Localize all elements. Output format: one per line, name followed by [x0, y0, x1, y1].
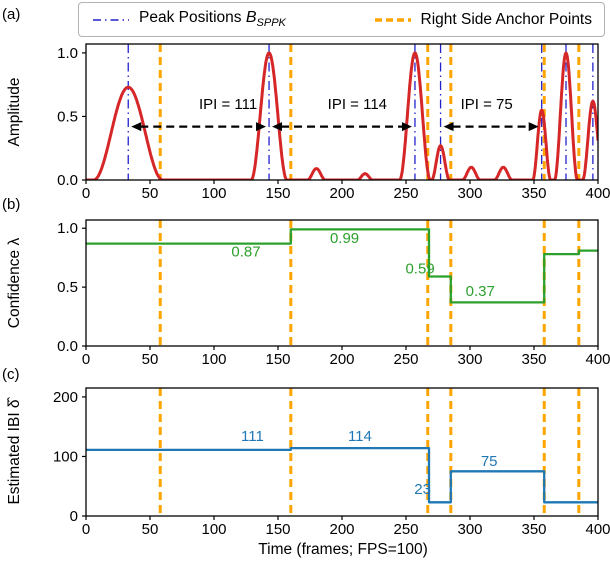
x-tick-label: 350 [521, 521, 546, 538]
series-green [86, 228, 598, 304]
arrowhead-right-icon [528, 122, 539, 132]
panel-b [86, 220, 598, 346]
x-tick-label: 0 [82, 351, 90, 368]
y-tick-label: 1.0 [57, 45, 78, 62]
x-tick-label: 150 [265, 521, 290, 538]
ylabel-estimated-ibi: Estimated IBI δ̂ [6, 399, 23, 505]
x-tick-label: 250 [393, 351, 418, 368]
arrowhead-left-icon [272, 122, 283, 132]
ipi-label: IPI = 75 [461, 96, 513, 113]
x-tick-label: 100 [201, 185, 226, 202]
x-tick-label: 200 [329, 185, 354, 202]
value-label: 75 [481, 453, 498, 470]
x-tick-label: 400 [585, 521, 610, 538]
legend-math-symbol: B [245, 9, 257, 27]
x-tick-label: 0 [82, 521, 90, 538]
ylabel-confidence: Confidence λ [6, 237, 23, 329]
x-tick-label: 250 [393, 521, 418, 538]
arrowhead-left-icon [443, 122, 454, 132]
x-tick-label: 200 [329, 351, 354, 368]
y-tick-label: 1.0 [57, 220, 78, 237]
panel-tag-b: (b) [2, 196, 21, 213]
x-tick-label: 50 [142, 185, 159, 202]
value-label: 111 [241, 428, 264, 445]
panel-c [86, 388, 598, 516]
value-label: 0.59 [405, 261, 434, 278]
x-tick-label: 350 [521, 351, 546, 368]
value-label: 23 [414, 481, 431, 498]
x-tick-label: 50 [142, 521, 159, 538]
panel-a [86, 44, 598, 180]
x-tick-label: 250 [393, 185, 418, 202]
series-red [86, 51, 598, 180]
value-label: 0.99 [330, 230, 359, 247]
y-tick-label: 0.0 [57, 172, 78, 189]
arrowhead-right-icon [256, 122, 267, 132]
y-tick-label: 0.0 [57, 338, 78, 355]
x-tick-label: 150 [265, 351, 290, 368]
legend-label-peak-positions: Peak Positions BSPPK [139, 9, 286, 29]
value-label: 0.37 [466, 283, 495, 300]
ipi-label: IPI = 114 [328, 96, 387, 113]
x-tick-label: 300 [457, 521, 482, 538]
y-tick-label: 200 [53, 389, 78, 406]
x-tick-label: 150 [265, 185, 290, 202]
x-tick-label: 50 [142, 351, 159, 368]
x-tick-label: 100 [201, 521, 226, 538]
panel-tag-c: (c) [2, 366, 20, 383]
x-tick-label: 400 [585, 185, 610, 202]
y-tick-label: 100 [53, 448, 78, 465]
x-tick-label: 300 [457, 185, 482, 202]
dashdot-line-swatch-icon [93, 18, 129, 21]
value-label: 114 [348, 428, 372, 445]
legend: Peak Positions BSPPK Right Side Anchor P… [78, 2, 605, 37]
y-tick-label: 0.5 [57, 108, 78, 125]
ipi-label: IPI = 111 [199, 96, 257, 113]
arrowhead-right-icon [401, 122, 412, 132]
x-tick-label: 200 [329, 521, 354, 538]
x-tick-label: 100 [201, 351, 226, 368]
x-tick-label: 300 [457, 351, 482, 368]
x-tick-label: 400 [585, 351, 610, 368]
legend-label-anchor-points: Right Side Anchor Points [420, 10, 592, 28]
panel-tag-a: (a) [2, 6, 21, 23]
x-tick-label: 0 [82, 185, 90, 202]
xlabel-time: Time (frames; FPS=100) [258, 541, 428, 558]
legend-item-peak-positions: Peak Positions BSPPK [91, 9, 286, 30]
series-blue [86, 446, 598, 504]
y-tick-label: 0.5 [57, 279, 78, 296]
legend-item-anchor-points: Right Side Anchor Points [373, 11, 592, 29]
arrowhead-left-icon [131, 122, 142, 132]
y-tick-label: 0 [70, 508, 78, 525]
legend-text: Peak Positions [139, 9, 246, 27]
legend-math-subscript: SPPK [256, 17, 286, 30]
axes-frame [85, 387, 599, 517]
dashed-line-swatch-icon [374, 17, 411, 22]
ylabel-amplitude: Amplitude [6, 77, 23, 147]
x-tick-label: 350 [521, 185, 546, 202]
value-label: 0.87 [231, 244, 260, 261]
